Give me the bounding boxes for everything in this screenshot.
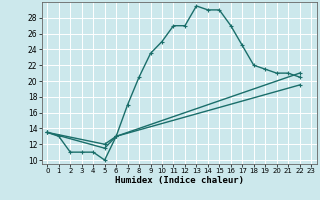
X-axis label: Humidex (Indice chaleur): Humidex (Indice chaleur) xyxy=(115,176,244,185)
